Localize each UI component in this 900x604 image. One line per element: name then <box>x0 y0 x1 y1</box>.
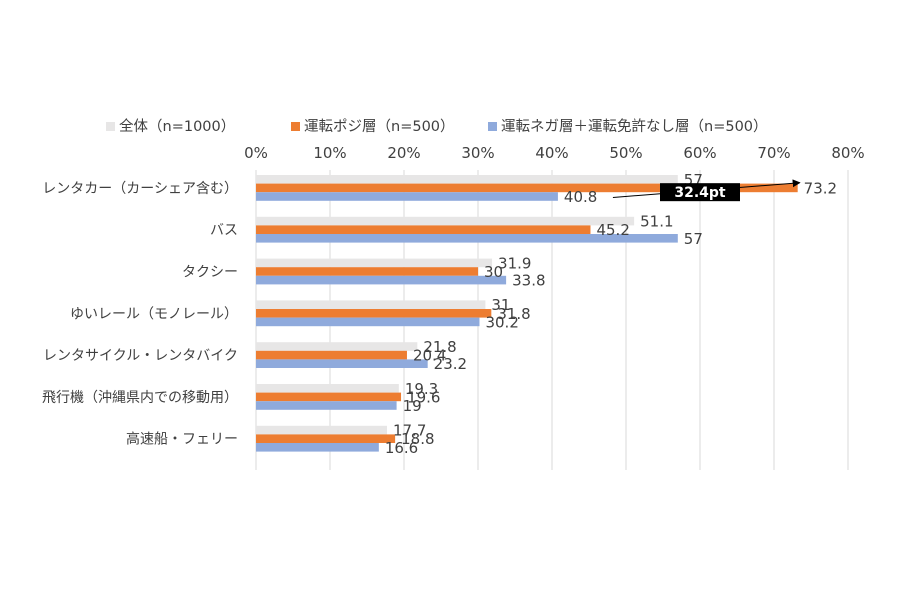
category-label: タクシー <box>182 265 238 281</box>
legend-item: 運転ネガ層＋運転免許なし層（n=500） <box>488 118 768 135</box>
x-tick-label: 30% <box>461 144 494 162</box>
bar <box>256 275 507 285</box>
x-tick-label: 50% <box>609 144 642 162</box>
bar <box>256 267 478 276</box>
data-label: 16.6 <box>385 439 418 457</box>
category-label: バス <box>210 223 238 239</box>
data-label: 30 <box>484 263 503 281</box>
data-label: 17.7 <box>393 422 426 440</box>
data-label: 31.9 <box>498 254 531 272</box>
bar <box>256 317 480 327</box>
data-label: 23.2 <box>434 355 467 373</box>
legend-swatch <box>291 122 300 131</box>
bar <box>256 258 493 268</box>
data-label: 19.3 <box>405 380 438 398</box>
annotation-badge <box>660 183 740 202</box>
legend-item: 運転ポジ層（n=500） <box>291 118 455 135</box>
bar <box>256 384 399 393</box>
x-tick-label: 70% <box>757 144 790 162</box>
data-label: 20.4 <box>413 347 446 365</box>
annotation-label: 32.4pt <box>674 185 726 201</box>
data-label: 31.8 <box>497 305 530 323</box>
bar <box>256 225 591 234</box>
bar <box>256 216 635 226</box>
bar <box>256 392 402 402</box>
data-label: 45.2 <box>596 221 629 239</box>
bar <box>256 234 678 243</box>
data-label: 18.8 <box>401 430 434 448</box>
data-label: 21.8 <box>423 338 456 356</box>
legend-swatch <box>488 122 497 131</box>
category-label: 飛行機（沖縄県内での移動用） <box>42 390 238 406</box>
data-label: 57 <box>684 230 703 248</box>
x-tick-label: 80% <box>831 144 864 162</box>
category-label: 高速船・フェリー <box>126 431 238 448</box>
legend-label: 運転ネガ層＋運転免許なし層（n=500） <box>501 118 768 135</box>
category-label: レンタサイクル・レンタバイク <box>43 348 238 364</box>
data-label: 19.6 <box>407 388 440 406</box>
bars <box>256 175 798 452</box>
bar <box>256 192 558 201</box>
data-label: 30.2 <box>485 313 518 331</box>
data-label: 73.2 <box>804 179 837 197</box>
x-axis-tick-labels: 0% 10% 20% 30% 40% 50% 60% 70% 80% <box>244 144 865 162</box>
x-tick-label: 20% <box>387 144 420 162</box>
x-tick-label: 0% <box>244 144 268 162</box>
data-label: 40.8 <box>564 188 597 206</box>
bar <box>256 175 678 184</box>
data-label: 19 <box>403 397 422 415</box>
data-label: 31 <box>491 296 510 314</box>
legend-label: 運転ポジ層（n=500） <box>304 118 455 135</box>
bar <box>256 443 379 452</box>
bar <box>256 350 407 360</box>
bar <box>256 300 486 309</box>
legend-swatch <box>106 122 115 131</box>
data-label: 51.1 <box>640 213 673 231</box>
x-tick-label: 60% <box>683 144 716 162</box>
bar <box>256 425 387 435</box>
bar <box>256 183 798 193</box>
category-label: レンタカー（カーシェア含む） <box>42 181 238 197</box>
x-tick-label: 10% <box>313 144 346 162</box>
bar <box>256 401 397 410</box>
legend: 全体（n=1000） 運転ポジ層（n=500） 運転ネガ層＋運転免許なし層（n=50… <box>106 117 768 135</box>
bar <box>256 359 428 368</box>
x-tick-label: 40% <box>535 144 568 162</box>
bar <box>256 309 492 318</box>
category-label: ゆいレール（モノレール） <box>70 306 238 322</box>
legend-label: 全体（n=1000） <box>119 117 235 135</box>
data-label: 33.8 <box>512 272 545 290</box>
annotation: 32.4pt <box>612 179 801 202</box>
legend-item: 全体（n=1000） <box>106 117 235 135</box>
bar <box>256 434 396 443</box>
bar <box>256 342 418 351</box>
